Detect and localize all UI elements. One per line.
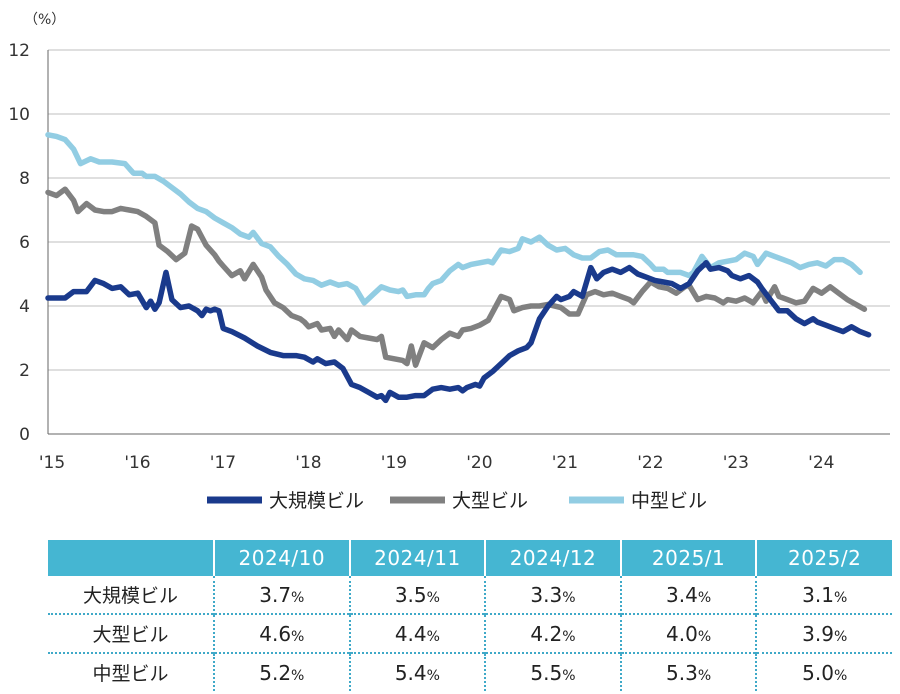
table-header-col: 2025/1 bbox=[619, 540, 757, 576]
table-cell: 5.5% bbox=[484, 652, 621, 691]
table-header-col: 2024/11 bbox=[348, 540, 486, 576]
y-tick-label: 10 bbox=[8, 105, 30, 125]
cell-value: 3.9 bbox=[802, 621, 834, 646]
x-tick-label: '23 bbox=[723, 453, 749, 473]
y-tick-label: 12 bbox=[8, 41, 30, 61]
y-tick-label: 8 bbox=[19, 169, 30, 189]
cell-value: 3.5 bbox=[394, 582, 427, 607]
cell-value: 4.6 bbox=[259, 621, 292, 646]
cell-value: 3.4 bbox=[666, 582, 698, 607]
y-tick-labels: 0 2 4 6 8 10 12 bbox=[8, 41, 30, 445]
percent-sign: % bbox=[697, 667, 712, 684]
cell-value: 3.1 bbox=[802, 582, 834, 607]
cell-value: 4.4 bbox=[394, 621, 427, 646]
percent-sign: % bbox=[562, 589, 576, 606]
x-tick-label: '20 bbox=[466, 453, 492, 473]
table-cell: 3.3% bbox=[484, 576, 621, 614]
vacancy-table: 2024/10 2024/11 2024/12 2025/1 2025/2 大規… bbox=[48, 540, 892, 691]
table-cell: 4.2% bbox=[484, 613, 621, 653]
x-tick-label: '24 bbox=[808, 453, 834, 473]
series-line bbox=[45, 260, 872, 404]
table-header-col: 2025/2 bbox=[755, 540, 892, 576]
percent-sign: % bbox=[833, 589, 848, 606]
series-line bbox=[45, 186, 868, 368]
percent-sign: % bbox=[833, 667, 848, 684]
row-label: 中型ビル bbox=[48, 652, 214, 691]
table-cell: 3.4% bbox=[619, 576, 757, 614]
percent-sign: % bbox=[697, 628, 712, 645]
series-lines bbox=[45, 132, 872, 404]
table-header-col: 2024/12 bbox=[484, 540, 621, 576]
table-cell: 5.0% bbox=[755, 652, 892, 691]
cell-value: 5.0 bbox=[802, 660, 834, 685]
y-unit-label: （%） bbox=[24, 12, 65, 28]
y-tick-label: 0 bbox=[19, 425, 30, 445]
table-cell: 5.4% bbox=[348, 652, 486, 691]
table-cell: 3.5% bbox=[348, 576, 486, 614]
percent-sign: % bbox=[833, 628, 848, 645]
table-cell: 4.6% bbox=[213, 613, 350, 653]
gridlines bbox=[48, 49, 890, 371]
percent-sign: % bbox=[562, 667, 576, 684]
row-label: 大型ビル bbox=[48, 613, 214, 653]
x-tick-label: '22 bbox=[637, 453, 663, 473]
percent-sign: % bbox=[291, 628, 305, 645]
table-cell: 5.3% bbox=[619, 652, 757, 691]
cell-value: 4.0 bbox=[666, 621, 698, 646]
x-tick-label: '21 bbox=[552, 453, 578, 473]
table-cell: 3.1% bbox=[755, 576, 892, 614]
cell-value: 5.2 bbox=[259, 660, 292, 685]
percent-sign: % bbox=[291, 589, 305, 606]
legend-label: 大規模ビル bbox=[269, 490, 364, 512]
x-tick-label: '19 bbox=[381, 453, 407, 473]
table-row: 大型ビル 4.6% 4.4% 4.2% 4.0% 3.9% bbox=[48, 613, 892, 653]
cell-value: 3.3 bbox=[530, 582, 563, 607]
table-cell: 5.2% bbox=[213, 652, 350, 691]
x-tick-labels: '15 '16 '17 '18 '19 '20 '21 '22 '23 '24 bbox=[39, 453, 835, 473]
x-tick-label: '17 bbox=[210, 453, 236, 473]
percent-sign: % bbox=[426, 667, 440, 684]
cell-value: 5.5 bbox=[530, 660, 563, 685]
cell-value: 3.7 bbox=[259, 582, 292, 607]
cell-value: 5.4 bbox=[394, 660, 427, 685]
y-tick-label: 2 bbox=[19, 361, 30, 381]
table-header-row: 2024/10 2024/11 2024/12 2025/1 2025/2 bbox=[48, 540, 892, 576]
x-tick-label: '15 bbox=[39, 453, 65, 473]
table-cell: 3.9% bbox=[755, 613, 892, 653]
legend: 大規模ビル 大型ビル 中型ビル bbox=[207, 490, 707, 512]
x-tick-label: '18 bbox=[295, 453, 321, 473]
vacancy-table-container: 2024/10 2024/11 2024/12 2025/1 2025/2 大規… bbox=[48, 540, 892, 691]
series-line bbox=[45, 132, 863, 306]
table-cell: 4.4% bbox=[348, 613, 486, 653]
percent-sign: % bbox=[562, 628, 576, 645]
y-tick-label: 6 bbox=[19, 233, 30, 253]
legend-label: 中型ビル bbox=[631, 490, 707, 512]
x-tick-label: '16 bbox=[124, 453, 150, 473]
table-cell: 4.0% bbox=[619, 613, 757, 653]
cell-value: 4.2 bbox=[530, 621, 563, 646]
percent-sign: % bbox=[697, 589, 712, 606]
legend-label: 大型ビル bbox=[452, 490, 528, 512]
percent-sign: % bbox=[426, 589, 440, 606]
line-chart: （%） 0 2 4 6 8 10 12 '15 '16 '17 '18 '19 '20 '21 '22 '2… bbox=[8, 12, 890, 512]
cell-value: 5.3 bbox=[666, 660, 698, 685]
table-cell: 3.7% bbox=[213, 576, 350, 614]
y-tick-label: 4 bbox=[19, 297, 30, 317]
table-row: 大規模ビル 3.7% 3.5% 3.3% 3.4% 3.1% bbox=[48, 576, 892, 614]
table-row: 中型ビル 5.2% 5.4% 5.5% 5.3% 5.0% bbox=[48, 652, 892, 691]
row-label: 大規模ビル bbox=[82, 585, 178, 607]
percent-sign: % bbox=[426, 628, 440, 645]
table-header-col: 2024/10 bbox=[213, 540, 350, 576]
table-header-blank bbox=[48, 540, 214, 576]
percent-sign: % bbox=[291, 667, 305, 684]
